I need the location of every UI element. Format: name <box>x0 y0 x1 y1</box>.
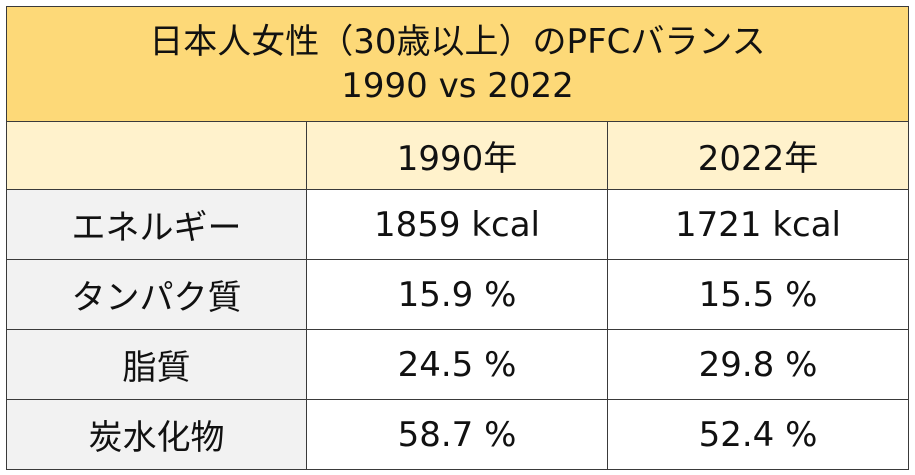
title-row: 日本人女性（30歳以上）のPFCバランス 1990 vs 2022 <box>6 6 909 122</box>
cell-protein-2022: 15.5 % <box>607 259 909 330</box>
title-line-1: 日本人女性（30歳以上）のPFCバランス <box>149 22 766 62</box>
row-label-fat: 脂質 <box>6 329 307 400</box>
cell-energy-1990: 1859 kcal <box>306 189 608 260</box>
cell-carbohydrate-2022: 52.4 % <box>607 399 909 470</box>
cell-protein-1990: 15.9 % <box>306 259 608 330</box>
table-row-fat: 脂質 24.5 % 29.8 % <box>6 329 909 400</box>
title-line-2: 1990 vs 2022 <box>341 66 574 106</box>
header-row: 1990年 2022年 <box>6 121 909 190</box>
row-label-protein: タンパク質 <box>6 259 307 330</box>
header-cell-2022: 2022年 <box>607 121 909 190</box>
pfc-balance-table: 日本人女性（30歳以上）のPFCバランス 1990 vs 2022 1990年 … <box>6 6 909 470</box>
table-title: 日本人女性（30歳以上）のPFCバランス 1990 vs 2022 <box>6 6 909 122</box>
row-label-energy: エネルギー <box>6 189 307 260</box>
cell-carbohydrate-1990: 58.7 % <box>306 399 608 470</box>
table-row-energy: エネルギー 1859 kcal 1721 kcal <box>6 189 909 260</box>
cell-fat-1990: 24.5 % <box>306 329 608 400</box>
header-cell-empty <box>6 121 307 190</box>
cell-fat-2022: 29.8 % <box>607 329 909 400</box>
table-row-carbohydrate: 炭水化物 58.7 % 52.4 % <box>6 399 909 470</box>
cell-energy-2022: 1721 kcal <box>607 189 909 260</box>
table-row-protein: タンパク質 15.9 % 15.5 % <box>6 259 909 330</box>
row-label-carbohydrate: 炭水化物 <box>6 399 307 470</box>
header-cell-1990: 1990年 <box>306 121 608 190</box>
